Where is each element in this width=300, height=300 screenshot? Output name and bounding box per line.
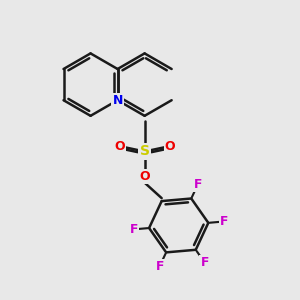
Text: F: F bbox=[155, 260, 164, 273]
Text: O: O bbox=[165, 140, 175, 153]
Text: N: N bbox=[112, 94, 123, 107]
Text: F: F bbox=[194, 178, 202, 191]
Text: O: O bbox=[139, 170, 150, 183]
Text: S: S bbox=[140, 145, 150, 158]
Text: O: O bbox=[114, 140, 125, 153]
Text: F: F bbox=[220, 215, 228, 228]
Text: F: F bbox=[130, 223, 138, 236]
Text: F: F bbox=[200, 256, 209, 269]
